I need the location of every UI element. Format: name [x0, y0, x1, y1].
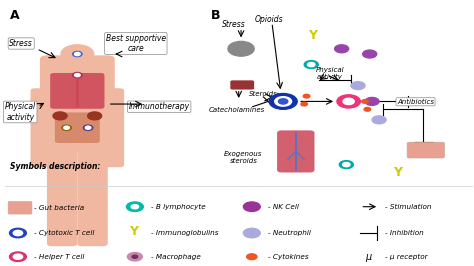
Text: Physical
activity: Physical activity	[316, 67, 344, 80]
Circle shape	[351, 82, 365, 90]
Circle shape	[85, 126, 91, 129]
Text: - Cytotoxic T cell: - Cytotoxic T cell	[34, 230, 94, 236]
Text: - Gut bacteria: - Gut bacteria	[34, 205, 84, 211]
Text: Catecholamines: Catecholamines	[208, 107, 264, 113]
Circle shape	[365, 97, 379, 105]
Circle shape	[74, 73, 80, 77]
Circle shape	[364, 107, 371, 111]
FancyBboxPatch shape	[241, 80, 254, 90]
Text: B: B	[210, 9, 220, 22]
Circle shape	[363, 50, 377, 58]
Circle shape	[339, 161, 353, 169]
FancyBboxPatch shape	[8, 201, 32, 214]
Text: Stress: Stress	[222, 20, 246, 29]
Text: Symbols description:: Symbols description:	[9, 162, 100, 171]
FancyBboxPatch shape	[230, 80, 243, 90]
FancyBboxPatch shape	[407, 142, 445, 158]
Circle shape	[53, 112, 67, 120]
Text: Opioids: Opioids	[255, 15, 283, 24]
Text: Exogenous
steroids: Exogenous steroids	[224, 151, 263, 164]
Circle shape	[74, 52, 80, 56]
FancyBboxPatch shape	[76, 73, 104, 109]
FancyBboxPatch shape	[277, 130, 315, 172]
Circle shape	[228, 41, 254, 56]
Text: Y: Y	[393, 166, 402, 179]
FancyBboxPatch shape	[47, 144, 77, 246]
FancyBboxPatch shape	[50, 73, 79, 109]
Circle shape	[131, 205, 138, 209]
Circle shape	[343, 98, 354, 105]
Circle shape	[62, 125, 71, 130]
Text: Immunotherapy: Immunotherapy	[128, 102, 190, 111]
Text: - Macrophage: - Macrophage	[151, 254, 201, 260]
Circle shape	[64, 126, 69, 129]
Circle shape	[88, 112, 101, 120]
Circle shape	[127, 202, 143, 211]
Circle shape	[73, 72, 82, 78]
Circle shape	[303, 94, 310, 98]
Circle shape	[372, 116, 386, 124]
Circle shape	[243, 202, 260, 211]
Circle shape	[132, 255, 137, 258]
Text: Antibiotics: Antibiotics	[397, 99, 434, 105]
Circle shape	[308, 63, 315, 67]
Circle shape	[335, 45, 349, 53]
Text: - Cytokines: - Cytokines	[268, 254, 309, 260]
Text: - Neutrophil: - Neutrophil	[268, 230, 310, 236]
Text: - μ receptor: - μ receptor	[385, 254, 427, 260]
Circle shape	[73, 51, 82, 57]
Text: - Inhibition: - Inhibition	[385, 230, 423, 236]
Circle shape	[61, 45, 94, 63]
Text: - Stimulation: - Stimulation	[385, 204, 431, 210]
Text: - NK Cell: - NK Cell	[268, 204, 299, 210]
Circle shape	[279, 99, 288, 104]
Circle shape	[9, 228, 27, 238]
Circle shape	[337, 95, 360, 108]
Circle shape	[246, 254, 257, 260]
Text: Y: Y	[129, 225, 138, 238]
Circle shape	[343, 163, 350, 167]
FancyBboxPatch shape	[30, 88, 54, 167]
Text: - Helper T cell: - Helper T cell	[34, 254, 84, 260]
Circle shape	[128, 252, 142, 261]
Text: Stress: Stress	[9, 39, 33, 48]
Circle shape	[275, 97, 292, 106]
Circle shape	[243, 228, 260, 238]
Circle shape	[9, 252, 27, 261]
Text: μ: μ	[365, 252, 371, 262]
Circle shape	[362, 99, 368, 103]
Text: Physical
activity: Physical activity	[5, 102, 36, 122]
FancyBboxPatch shape	[100, 88, 124, 167]
Circle shape	[83, 125, 93, 130]
Text: A: A	[9, 9, 19, 22]
FancyBboxPatch shape	[55, 113, 100, 143]
Text: Y: Y	[308, 29, 317, 42]
Circle shape	[13, 254, 23, 259]
Circle shape	[304, 61, 318, 69]
Text: - Immunoglobulins: - Immunoglobulins	[151, 230, 218, 236]
FancyBboxPatch shape	[77, 144, 108, 246]
Text: Steroids: Steroids	[249, 91, 278, 97]
Circle shape	[269, 94, 297, 109]
Circle shape	[13, 230, 23, 236]
Text: Best supportive
care: Best supportive care	[106, 34, 166, 53]
Circle shape	[301, 102, 308, 106]
Text: - B lymphocyte: - B lymphocyte	[151, 204, 206, 210]
FancyBboxPatch shape	[40, 55, 115, 153]
